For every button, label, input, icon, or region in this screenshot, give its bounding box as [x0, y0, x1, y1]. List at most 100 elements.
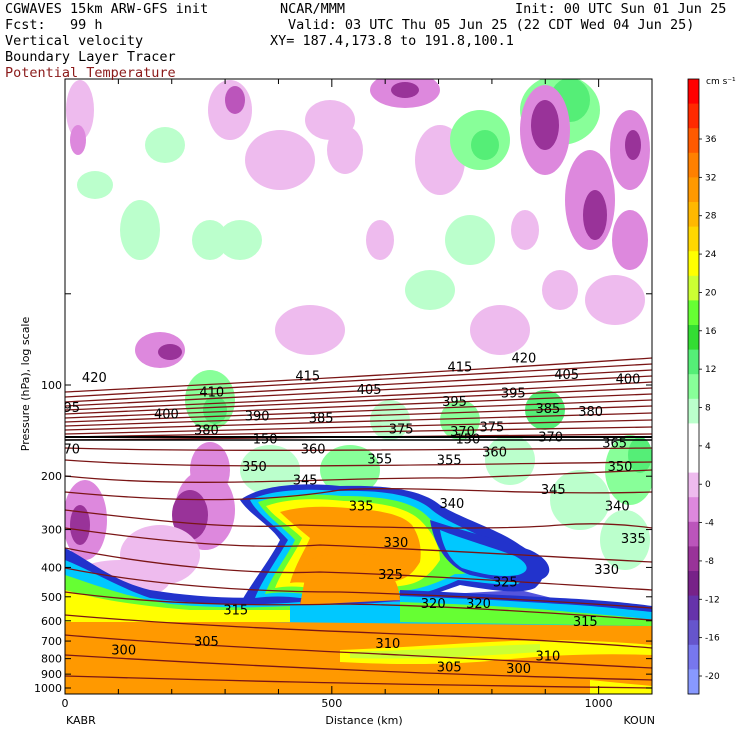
theta-label: 150: [253, 432, 278, 447]
init-time: Init: 00 UTC Sun 01 Jun 25: [515, 1, 727, 17]
plot-field: 4203953704104003803904153854053753603503…: [55, 79, 652, 694]
theta-contour-labels: 4203953704104003803904153854053753603503…: [55, 351, 646, 677]
colorbar-label: -16: [705, 634, 720, 644]
colorbar-swatch: [688, 644, 699, 670]
colorbar-label: -12: [705, 595, 720, 605]
forecast-hour: Fcst: 99 h: [5, 17, 103, 33]
colorbar-swatch: [688, 349, 699, 375]
valid-time: Valid: 03 UTC Thu 05 Jun 25 (22 CDT Wed …: [288, 17, 695, 33]
colorbar-frame: [687, 78, 700, 695]
colorbar-swatch: [688, 226, 699, 252]
theta-label: 320: [421, 597, 446, 612]
theta-label: 395: [55, 401, 80, 416]
y-tick-label: 1000: [34, 682, 62, 695]
x-tick-label: 0: [62, 697, 69, 710]
theta-label: 320: [466, 597, 491, 612]
theta-label: 315: [223, 603, 248, 618]
theta-label: 360: [301, 442, 326, 457]
colorbar-units: cm s⁻¹: [706, 77, 736, 87]
colorbar-swatch: [688, 521, 699, 547]
tropopause-line: [65, 436, 652, 441]
colorbar-label: -8: [705, 557, 714, 567]
theta-label: 310: [536, 649, 561, 664]
colorbar-label: 24: [705, 250, 717, 260]
colorbar-swatch: [688, 472, 699, 498]
theta-label: 305: [194, 635, 219, 650]
theta-label: 415: [295, 369, 320, 384]
colorbar-swatch: [688, 669, 699, 695]
colorbar-swatch: [688, 497, 699, 523]
colorbar-swatch: [688, 275, 699, 301]
plot-frame: [64, 78, 653, 695]
colorbar-swatch: [688, 448, 699, 474]
theta-label: 325: [493, 575, 518, 590]
colorbar-label: 4: [705, 442, 711, 452]
y-axis-label: Pressure (hPa), log scale: [19, 317, 32, 452]
colorbar-swatch: [688, 546, 699, 572]
colorbar-label: 8: [705, 404, 711, 414]
theta-label: 350: [608, 460, 633, 475]
theta-label: 395: [501, 387, 526, 402]
x-tick-label: 1000: [585, 697, 613, 710]
colorbar-swatch: [688, 251, 699, 277]
field-vertical-velocity: Vertical velocity: [5, 33, 144, 49]
colorbar-swatch: [688, 571, 699, 597]
colorbar-swatch: [688, 202, 699, 228]
theta-label: 330: [594, 563, 619, 578]
theta-label: 385: [536, 402, 561, 417]
y-tick-label: 900: [41, 668, 62, 681]
theta-label: 405: [554, 368, 579, 383]
colorbar-swatch: [688, 398, 699, 424]
colorbar-swatch: [688, 79, 699, 105]
theta-label: 365: [602, 437, 627, 452]
field-potential-temperature: Potential Temperature: [5, 65, 176, 81]
theta-label: 370: [450, 425, 475, 440]
theta-label: 300: [111, 643, 136, 658]
theta-label: 370: [538, 431, 563, 446]
y-tick-label: 500: [41, 591, 62, 604]
theta-label: 300: [506, 662, 531, 677]
colorbar-label: 0: [705, 480, 711, 490]
y-tick-label: 300: [41, 524, 62, 537]
theta-label: 410: [199, 385, 224, 400]
theta-label: 150: [455, 432, 480, 447]
colorbar-labels: 36 32 28 24 20 16 12 8 4 0 -4 -8 -12 -16 -20: [699, 135, 720, 682]
theta-label: 420: [82, 371, 107, 386]
theta-label: 350: [242, 460, 267, 475]
x-tick-label: 500: [321, 697, 342, 710]
theta-label: 420: [512, 351, 537, 366]
theta-label: 305: [437, 661, 462, 676]
theta-contours: [65, 357, 652, 689]
x-axis-label: Distance (km): [325, 714, 402, 727]
theta-label: 375: [389, 422, 414, 437]
colorbar-label: 28: [705, 212, 717, 222]
colorbar-label: 20: [705, 288, 717, 298]
theta-label: 355: [367, 453, 392, 468]
y-tick-label: 400: [41, 561, 62, 574]
y-tick-label: 800: [41, 653, 62, 666]
y-tick-label: 700: [41, 635, 62, 648]
theta-label: 345: [541, 483, 566, 498]
theta-label: 385: [309, 411, 334, 426]
colorbar-swatch: [688, 300, 699, 326]
theta-label: 400: [616, 372, 641, 387]
theta-label: 380: [194, 423, 219, 438]
upper-velocity-blobs: [66, 79, 650, 368]
xy-endpoints: XY= 187.4,173.8 to 191.8,100.1: [270, 33, 514, 49]
colorbar-swatch: [688, 128, 699, 154]
colorbar-swatch: [688, 620, 699, 646]
colorbar-label: 32: [705, 173, 716, 183]
colorbar-label: 36: [705, 135, 717, 145]
theta-label: 335: [349, 500, 374, 515]
theta-label: 340: [605, 500, 630, 515]
colorbar-swatch: [688, 423, 699, 449]
theta-label: 355: [437, 453, 462, 468]
theta-label: 370: [55, 442, 80, 457]
theta-label: 345: [293, 473, 318, 488]
y-tick-label: 100: [41, 379, 62, 392]
colorbar-label: -4: [705, 519, 714, 529]
right-endpoint-label: KOUN: [623, 714, 655, 727]
theta-label: 380: [578, 405, 603, 420]
colorbar-swatch: [688, 325, 699, 351]
